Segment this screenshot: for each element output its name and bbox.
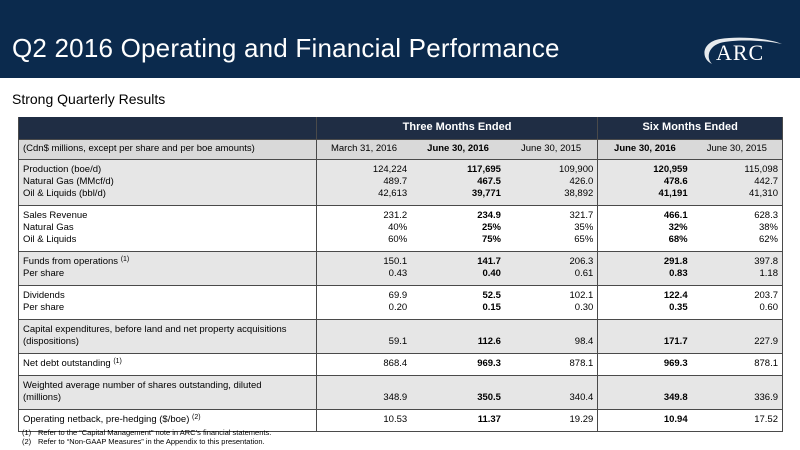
table-row: (millions) 348.9 350.5 340.4 349.8 336.9 xyxy=(18,392,783,404)
col-header-jun-2016-h: June 30, 2016 xyxy=(597,138,692,160)
group-header-row: Three Months Ended Six Months Ended xyxy=(18,117,783,139)
footnotes: (1) Refer to the “Capital Management” not… xyxy=(22,428,271,446)
table-row: Capital expenditures, before land and ne… xyxy=(18,324,783,336)
col-header-jun-2015-q: June 30, 2015 xyxy=(504,138,598,160)
table-row: Per share 0.20 0.15 0.30 0.35 0.60 xyxy=(23,302,778,314)
table-row: Dividends 69.9 52.5 102.1 122.4 203.7 xyxy=(23,290,778,302)
page-title: Q2 2016 Operating and Financial Performa… xyxy=(12,33,560,63)
table-row: Net debt outstanding (1) 868.4 969.3 878… xyxy=(23,358,778,370)
three-months-header: Three Months Ended xyxy=(315,117,598,139)
footnote-1: (1) Refer to the “Capital Management” not… xyxy=(22,428,272,437)
table-row: Natural Gas (MMcf/d) 489.7 467.5 426.0 4… xyxy=(18,176,783,188)
col-header-mar-2016: March 31, 2016 xyxy=(315,138,412,160)
header-banner: Q2 2016 Operating and Financial Performa… xyxy=(0,0,800,78)
units-header: (Cdn$ millions, except per share and per… xyxy=(18,138,317,160)
table-row: Weighted average number of shares outsta… xyxy=(18,380,783,392)
arc-logo: ARC xyxy=(698,36,784,68)
table-row: Oil & Liquids 60% 75% 65% 68% 62% xyxy=(23,234,778,246)
page-subtitle: Strong Quarterly Results xyxy=(12,91,166,107)
financial-table: Three Months Ended Six Months Ended (Cdn… xyxy=(18,117,783,432)
table-row: Oil & Liquids (bbl/d) 42,613 39,771 38,8… xyxy=(18,188,783,200)
table-row: (dispositions) 59.1 112.6 98.4 171.7 227… xyxy=(18,336,783,348)
col-header-jun-2015-h: June 30, 2015 xyxy=(691,138,783,160)
six-months-header: Six Months Ended xyxy=(597,117,783,139)
column-header-row: (Cdn$ millions, except per share and per… xyxy=(18,138,783,160)
footnote-2: (2) Refer to “Non-GAAP Measures” in the A… xyxy=(22,437,265,446)
table-row: Operating netback, pre-hedging ($/boe) (… xyxy=(23,414,778,426)
table-row: Natural Gas 40% 25% 35% 32% 38% xyxy=(23,222,778,234)
table-row: Sales Revenue 231.2 234.9 321.7 466.1 62… xyxy=(23,210,778,222)
col-header-jun-2016-q: June 30, 2016 xyxy=(411,138,505,160)
header-blank-cell xyxy=(18,117,317,139)
table-row: Production (boe/d) 124,224 117,695 109,9… xyxy=(18,164,783,176)
logo-text: ARC xyxy=(716,40,765,65)
table-row: Funds from operations (1) 150.1 141.7 20… xyxy=(18,256,783,268)
table-row: Per share 0.43 0.40 0.61 0.83 1.18 xyxy=(18,268,783,280)
